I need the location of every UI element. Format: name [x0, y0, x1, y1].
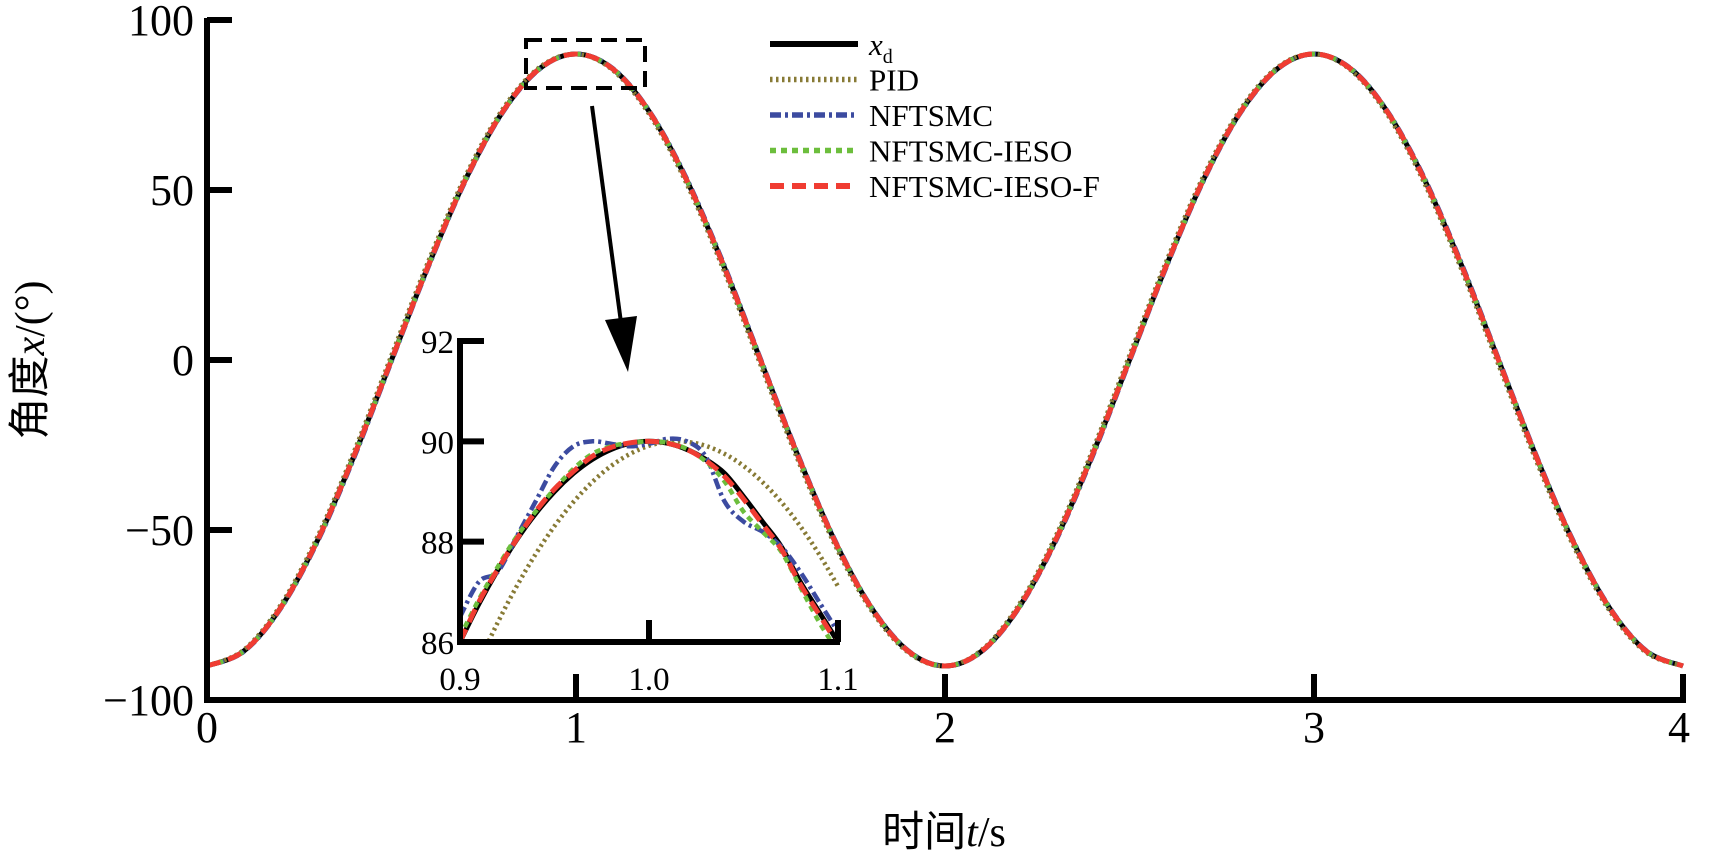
legend-label: PID: [869, 63, 919, 98]
legend-item-x-d: xd: [770, 27, 893, 68]
inset-ticks: 92 90 88 860.9 1.0 1.1: [421, 325, 859, 698]
inset-y-tick-label: 86: [421, 626, 454, 662]
y-tick-label: −100: [103, 676, 194, 725]
x-tick-label: 2: [934, 703, 956, 752]
x-tick-label: 3: [1303, 703, 1325, 752]
main-series-nftsmc-ieso-f: [206, 51, 1684, 669]
inset-y-tick-label: 92: [421, 325, 454, 361]
x-tick-label: 4: [1668, 703, 1690, 752]
x-tick-label: 0: [196, 703, 218, 752]
inset-series-nftsmc-ieso-f: [462, 438, 839, 640]
y-tick-label: 50: [150, 166, 194, 215]
inset-x-tick-label: 1.1: [817, 662, 858, 698]
zoom-region-box: [524, 38, 647, 90]
inset-axes: [457, 338, 840, 645]
y-tick-label: 100: [128, 0, 194, 45]
inset-series-pid: [486, 439, 840, 640]
zoom-arrow-shaft: [590, 105, 624, 331]
legend-item-nftsmc: NFTSMC: [770, 98, 993, 133]
x-axis-label: 时间t/s: [882, 810, 1006, 856]
legend-item-nftsmc-ieso: NFTSMC-IESO: [770, 134, 1072, 169]
inset-y-tick-label: 88: [421, 526, 454, 562]
legend-label: xd: [868, 27, 893, 68]
inset-x-tick-label: 0.9: [439, 662, 480, 698]
legend-item-pid: PID: [770, 63, 919, 98]
inset-plot-curves: [462, 436, 840, 640]
zoom-arrow-head: [605, 316, 637, 372]
y-tick-label: −50: [125, 506, 194, 555]
inset-y-tick-label: 90: [421, 425, 454, 461]
inset-x-tick-label: 1.0: [628, 662, 669, 698]
legend-label: NFTSMC-IESO: [869, 134, 1072, 169]
x-tick-label: 1: [565, 703, 587, 752]
legend-label: NFTSMC-IESO-F: [869, 169, 1100, 204]
legend-label: NFTSMC: [869, 98, 993, 133]
y-axis-label: 角度x/(°): [8, 280, 54, 439]
legend-item-nftsmc-ieso-f: NFTSMC-IESO-F: [770, 169, 1100, 204]
main-plot-curves: [206, 51, 1684, 669]
y-tick-label: 0: [172, 336, 194, 385]
